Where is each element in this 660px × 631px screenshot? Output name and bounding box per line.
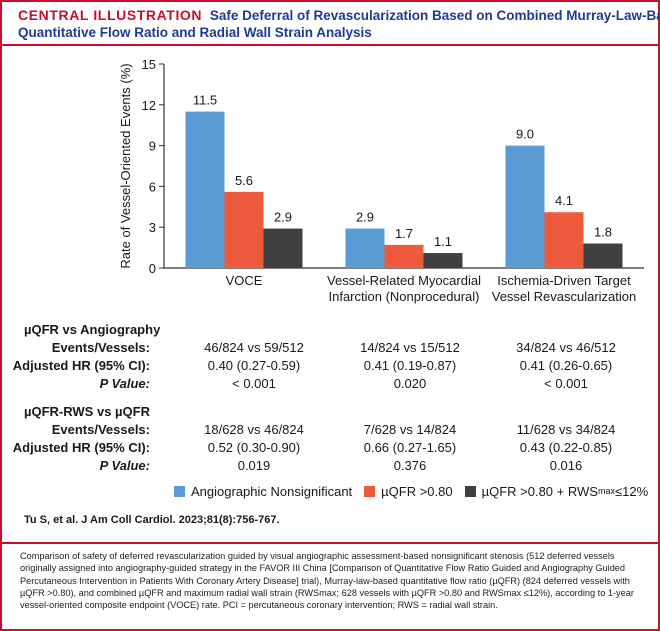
s1-row2-cell: 0.41 (0.26-0.65) (519, 358, 613, 373)
section1-heading: µQFR vs Angiography (24, 322, 161, 337)
s2-row3-cell: 0.019 (237, 458, 271, 473)
citation: Tu S, et al. J Am Coll Cardiol. 2023;81(… (24, 514, 280, 526)
bar (345, 228, 385, 268)
central-illustration-tag: CENTRAL ILLUSTRATION (18, 7, 203, 23)
title-line-1: Safe Deferral of Revascularization Based… (209, 8, 660, 23)
section2-heading: µQFR-RWS vs µQFR (24, 404, 150, 419)
bar-value-label: 2.9 (356, 210, 374, 225)
s1-row1-cell: 14/824 vs 15/512 (360, 340, 460, 355)
bar (505, 145, 545, 268)
legend-label: µQFR >0.80 (381, 483, 453, 499)
bar-value-label: 9.0 (516, 127, 534, 142)
y-tick-label: 6 (149, 179, 156, 194)
s1-row3-cell: < 0.001 (544, 376, 588, 391)
s1-row1-cell: 34/824 vs 46/512 (516, 340, 616, 355)
bar (544, 212, 584, 268)
bar-value-label: 2.9 (274, 210, 292, 225)
legend-label: µQFR >0.80 + RWS (481, 483, 598, 499)
s1-row3-label: P Value: (99, 376, 150, 391)
x-category-label: VOCE (226, 273, 263, 288)
s2-row2-cell: 0.52 (0.30-0.90) (207, 440, 301, 455)
legend-label-sub: max (597, 486, 615, 496)
legend-swatch (464, 485, 476, 497)
x-category-label: Vessel-Related Myocardial (327, 273, 481, 288)
caption-box: Comparison of safety of deferred revascu… (2, 542, 658, 631)
s2-row1-cell: 7/628 vs 14/824 (363, 422, 457, 437)
legend-item-uqfr: µQFR >0.80 (364, 483, 453, 499)
bar (263, 228, 303, 268)
legend: Angiographic Nonsignificant µQFR >0.80 µ… (174, 482, 660, 500)
y-tick-label: 3 (149, 220, 156, 235)
y-tick-label: 9 (149, 139, 156, 154)
bar (224, 191, 264, 268)
y-axis-label: Rate of Vessel-Oriented Events (%) (118, 63, 133, 268)
bar-value-label: 5.6 (235, 173, 253, 188)
s1-row3-cell: < 0.001 (232, 376, 276, 391)
x-category-label: Infarction (Nonprocedural) (328, 289, 479, 304)
legend-item-uqfr-rws: µQFR >0.80 + RWS max ≤12% (464, 483, 649, 499)
s2-row1-label: Events/Vessels: (51, 422, 150, 437)
s2-row2-cell: 0.43 (0.22-0.85) (519, 440, 613, 455)
s2-row3-cell: 0.376 (393, 458, 427, 473)
bar-value-label: 1.8 (594, 225, 612, 240)
header-line-1: CENTRAL ILLUSTRATION Safe Deferral of Re… (18, 7, 660, 24)
bar (583, 243, 623, 268)
title-line-2: Quantitative Flow Ratio and Radial Wall … (18, 25, 372, 40)
y-tick-label: 0 (149, 261, 156, 276)
legend-label: Angiographic Nonsignificant (191, 483, 353, 499)
legend-swatch (364, 485, 376, 497)
bar-value-label: 11.5 (193, 93, 217, 108)
bar (384, 244, 424, 268)
legend-swatch (174, 485, 185, 497)
s1-row2-label: Adjusted HR (95% CI): (12, 358, 150, 373)
bar-value-label: 4.1 (555, 193, 573, 208)
bar-value-label: 1.7 (395, 226, 413, 241)
bar-value-label: 1.1 (434, 234, 452, 249)
s2-row3-cell: 0.016 (549, 458, 583, 473)
x-category-label: Ischemia-Driven Target (497, 273, 631, 288)
s2-row1-cell: 18/628 vs 46/824 (204, 422, 304, 437)
s1-row1-cell: 46/824 vs 59/512 (204, 340, 304, 355)
s2-row2-label: Adjusted HR (95% CI): (12, 440, 150, 455)
bar (185, 111, 225, 268)
caption-text: Comparison of safety of deferred revascu… (20, 551, 634, 611)
s1-row2-cell: 0.40 (0.27-0.59) (207, 358, 301, 373)
header: CENTRAL ILLUSTRATION Safe Deferral of Re… (2, 2, 660, 46)
s2-row2-cell: 0.66 (0.27-1.65) (363, 440, 457, 455)
y-tick-label: 15 (142, 57, 156, 72)
y-tick-label: 12 (142, 98, 156, 113)
s1-row1-label: Events/Vessels: (51, 340, 150, 355)
legend-label-suffix: ≤12% (614, 483, 649, 499)
legend-item-angiographic: Angiographic Nonsignificant (174, 484, 352, 499)
x-category-label: Vessel Revascularization (492, 289, 637, 304)
s1-row3-cell: 0.020 (393, 376, 427, 391)
s2-row1-cell: 11/628 vs 34/824 (516, 422, 616, 437)
bar-chart: 0 3 6 9 12 15 Rate of Vessel-Oriented Events (… (118, 57, 644, 304)
s1-row2-cell: 0.41 (0.19-0.87) (363, 358, 457, 373)
s2-row3-label: P Value: (99, 458, 150, 473)
bar (423, 253, 463, 268)
